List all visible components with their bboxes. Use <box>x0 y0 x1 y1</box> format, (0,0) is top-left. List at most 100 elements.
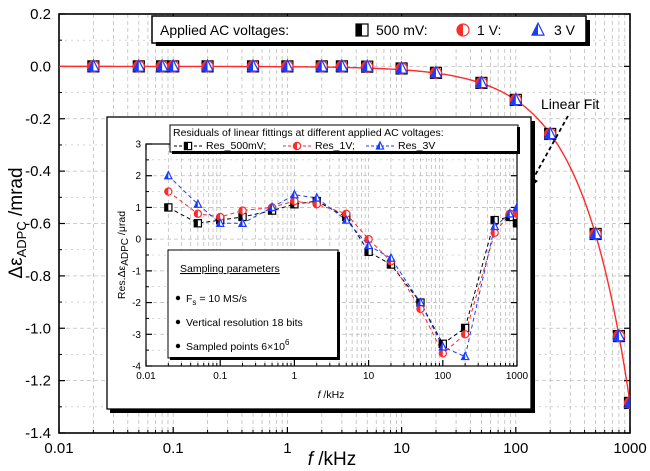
inset-y-tick-label: -4 <box>132 362 141 373</box>
bullet-icon <box>175 319 181 325</box>
main-point-2 <box>429 65 443 79</box>
main-point-2-fill <box>396 62 402 74</box>
inset-point-2-fill <box>238 219 243 227</box>
inset-y-axis-label: Res.ΔεADPC /μrad <box>116 211 131 299</box>
main-data-points <box>86 58 630 409</box>
inset-point-0-fill <box>513 219 517 227</box>
main-point-2 <box>360 58 374 72</box>
main-point-2 <box>395 60 409 74</box>
inset-legend-label-500mv: Res_500mV; <box>206 140 266 152</box>
inset-line-1 <box>168 191 517 355</box>
inset-point-2 <box>215 217 225 227</box>
main-x-axis-label-unit: /kHz <box>313 449 356 470</box>
inset-point-1-fill <box>164 187 169 196</box>
main-point-2-fill <box>336 60 342 72</box>
main-x-tick-label: 100 <box>503 440 528 457</box>
main-point-2 <box>155 58 169 72</box>
inset-point-2-fill <box>387 254 391 262</box>
inset-point-2-fill <box>268 203 273 211</box>
legend-marker-3v-glyph <box>531 21 545 36</box>
inset-point-1-fill <box>342 210 347 218</box>
inset-legend-glyph-0-fill <box>184 142 188 150</box>
inset-point-2 <box>163 170 173 180</box>
inset-point-2 <box>289 189 299 199</box>
inset-point-2-fill <box>416 298 421 306</box>
inset-x-tick-label: 0.1 <box>213 371 227 382</box>
inset-point-1-fill <box>439 349 443 357</box>
inset-line-2 <box>167 175 517 358</box>
inset-x-axis-label-unit: /kHz <box>321 389 345 401</box>
inset-point-1 <box>193 209 203 218</box>
inset-point-1-fill <box>290 197 295 205</box>
inset-point-2 <box>415 297 426 307</box>
inset-point-2 <box>490 220 500 231</box>
sampling-item-points-main: Sampled points 6×10 <box>186 341 285 353</box>
inset-point-1-fill <box>365 235 369 243</box>
inset-y-axis-label-sub: ADPC <box>120 238 131 266</box>
inset-y-axis-label-main: Res.Δε <box>116 265 128 299</box>
main-y-tick-label: -1.0 <box>25 320 51 337</box>
sampling-item-fs-main: F <box>186 293 192 305</box>
main-y-axis-label-unit: /mrad <box>6 167 27 221</box>
inset-y-tick-label: 2 <box>135 171 141 182</box>
legend-marker-500mv <box>355 23 369 37</box>
main-point-2 <box>166 58 180 72</box>
inset-point-2-fill <box>164 171 169 179</box>
inset-point-0-fill <box>461 324 466 332</box>
main-point-2 <box>543 126 557 140</box>
inset-point-2 <box>512 201 517 212</box>
main-point-2-fill <box>316 60 322 72</box>
main-x-tick-label: 0.1 <box>163 440 184 457</box>
main-point-2 <box>474 75 488 89</box>
main-point-2 <box>335 58 349 72</box>
inset-legend-glyph-0 <box>183 141 193 151</box>
legend-title: Applied AC voltages: <box>160 22 289 38</box>
main-point-2 <box>86 58 100 72</box>
inset-point-2-fill <box>365 241 369 249</box>
inset-legend-glyph-1-fill <box>293 142 297 150</box>
inset-legend-marker-3v <box>366 140 394 150</box>
main-point-2-fill <box>430 66 436 78</box>
main-ticks: 0.01 0.1 1 10 100 10000.20.0-0.2-0.4-0.6-0.8-… <box>25 6 647 457</box>
sampling-item-fs: Fs = 10 MS/s <box>186 293 247 307</box>
inset-point-0-fill <box>439 340 443 348</box>
main-y-tick-label: -1.4 <box>25 425 51 442</box>
inset-point-0-fill <box>491 216 495 224</box>
main-x-tick-label: 0.01 <box>44 440 73 457</box>
main-point-2 <box>201 58 215 72</box>
inset-point-1 <box>238 206 247 215</box>
inset-point-2-fill <box>313 193 317 201</box>
main-y-tick-label: 0.0 <box>30 58 51 75</box>
inset-point-1-fill <box>416 305 421 313</box>
inset-y-axis-label-unit: /μrad <box>116 211 128 238</box>
inset-point-2-fill <box>290 190 295 198</box>
inset-series-lines <box>167 175 517 358</box>
inset-point-0 <box>364 247 373 257</box>
legend-marker-3v <box>531 21 545 36</box>
inset-point-1 <box>312 200 321 209</box>
legend-marker-1v-glyph <box>456 23 470 37</box>
main-x-axis-label-italic: f <box>308 449 315 470</box>
main-x-tick-label: 1000 <box>613 440 646 457</box>
inset-point-2 <box>267 201 277 212</box>
legend-marker-500mv-glyph-fill <box>356 24 362 36</box>
inset-point-0 <box>193 219 203 228</box>
inset-point-1 <box>215 212 225 222</box>
inset-data-points <box>163 170 517 361</box>
inset-point-0-fill <box>238 213 243 221</box>
main-point-2 <box>280 58 294 72</box>
inset-point-1-fill <box>461 330 466 338</box>
inset-legend-label-1v: Res_1V; <box>315 140 355 152</box>
inset-point-2 <box>341 214 351 224</box>
inset-point-1-fill <box>491 229 495 237</box>
inset-point-2-fill <box>342 215 347 224</box>
inset-point-2-fill <box>439 342 443 351</box>
legend-label-500mv: 500 mV: <box>376 22 428 38</box>
inset-legend-glyph-2 <box>375 140 385 150</box>
inset-point-0-fill <box>194 219 198 227</box>
sampling-item-fs-rest: = 10 MS/s <box>196 293 246 305</box>
inset-point-1-fill <box>238 207 243 215</box>
main-point-2-fill <box>167 60 174 72</box>
